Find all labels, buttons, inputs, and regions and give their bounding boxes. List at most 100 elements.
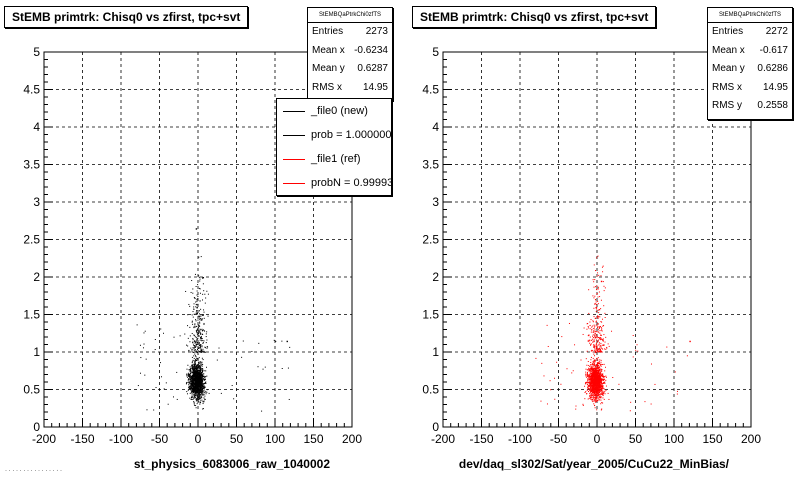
scatter-point (202, 359, 204, 361)
scatter-point (595, 391, 597, 393)
scatter-point (594, 286, 596, 288)
scatter-point (601, 329, 603, 331)
scatter-point (187, 314, 189, 316)
scatter-point (600, 372, 602, 374)
scatter-point (588, 364, 590, 366)
scatter-point (193, 326, 195, 328)
scatter-point (198, 276, 200, 278)
scatter-point (196, 377, 198, 379)
scatter-point (598, 367, 600, 369)
scatter-point (600, 299, 602, 301)
scatter-point (603, 377, 605, 379)
scatter-point (602, 382, 604, 384)
scatter-point (599, 364, 601, 366)
scatter-point (193, 313, 195, 315)
scatter-point (203, 376, 205, 378)
scatter-point (187, 374, 189, 376)
scatter-point (598, 362, 600, 364)
scatter-point (202, 314, 204, 316)
scatter-point (602, 339, 604, 341)
scatter-point (596, 369, 598, 371)
scatter-point (604, 390, 606, 392)
scatter-point (190, 389, 192, 391)
scatter-point (686, 355, 688, 357)
scatter-point (198, 330, 200, 332)
scatter-point (592, 279, 594, 281)
scatter-point (195, 383, 197, 385)
scatter-point (596, 386, 598, 388)
scatter-point (155, 387, 157, 389)
scatter-point (591, 374, 593, 376)
scatter-point (589, 324, 591, 326)
scatter-point (602, 325, 604, 327)
scatter-point (650, 403, 652, 405)
scatter-point (196, 339, 198, 341)
scatter-point (207, 315, 209, 317)
scatter-point (201, 384, 203, 386)
scatter-point (189, 326, 191, 328)
scatter-point (593, 327, 595, 329)
scatter-point (592, 363, 594, 365)
scatter-point (203, 385, 205, 387)
scatter-point (196, 364, 198, 366)
scatter-point (203, 388, 205, 390)
scatter-point (594, 369, 596, 371)
scatter-point (598, 343, 600, 345)
scatter-point (195, 380, 197, 382)
scatter-point (588, 384, 590, 386)
scatter-point (199, 390, 201, 392)
scatter-point (549, 380, 551, 382)
scatter-point (601, 379, 603, 381)
scatter-point (201, 390, 203, 392)
scatter-point (598, 383, 600, 385)
scatter-point (187, 374, 189, 376)
scatter-point (197, 384, 199, 386)
scatter-point (587, 374, 589, 376)
scatter-point (594, 345, 596, 347)
scatter-point (199, 351, 201, 353)
scatter-point (592, 375, 594, 377)
scatter-point (197, 350, 199, 352)
scatter-point (596, 342, 598, 344)
scatter-point (196, 384, 198, 386)
y-tick-label: 1 (33, 345, 40, 359)
scatter-point (201, 328, 203, 330)
scatter-point (599, 350, 601, 352)
scatter-point (602, 390, 604, 392)
scatter-point (594, 382, 596, 384)
scatter-point (598, 372, 600, 374)
scatter-point (201, 379, 203, 381)
scatter-point (593, 341, 595, 343)
scatter-point (189, 385, 191, 387)
scatter-point (597, 288, 599, 290)
scatter-point (595, 374, 597, 376)
scatter-point (605, 336, 607, 338)
scatter-point (194, 365, 196, 367)
scatter-point (190, 381, 192, 383)
scatter-point (191, 393, 193, 395)
scatter-point (592, 397, 594, 399)
scatter-point (636, 344, 638, 346)
scatter-point (593, 379, 595, 381)
scatter-point (196, 299, 198, 301)
scatter-point (592, 380, 594, 382)
y-tick-label: 2.5 (422, 233, 439, 247)
scatter-point (192, 398, 194, 400)
scatter-point (193, 368, 195, 370)
y-tick-label: 0 (33, 420, 40, 434)
scatter-point (199, 344, 201, 346)
scatter-point (595, 349, 597, 351)
scatter-point (611, 330, 613, 332)
scatter-point (198, 256, 200, 258)
scatter-point (199, 375, 201, 377)
scatter-point (189, 376, 191, 378)
scatter-point (198, 315, 200, 317)
scatter-point (603, 290, 605, 292)
scatter-point (194, 345, 196, 347)
scatter-point (202, 388, 204, 390)
scatter-point (202, 383, 204, 385)
scatter-point (144, 374, 146, 376)
scatter-point (600, 380, 602, 382)
scatter-point (600, 403, 602, 405)
scatter-point (597, 383, 599, 385)
